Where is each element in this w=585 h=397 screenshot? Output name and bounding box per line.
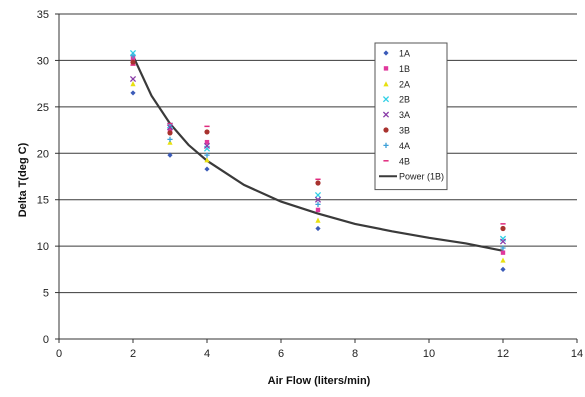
y-tick-label: 5: [43, 288, 49, 300]
x-tick-label: 2: [130, 348, 136, 360]
data-point: [204, 157, 210, 163]
x-tick-label: 4: [204, 348, 210, 360]
series-3a: [129, 75, 507, 245]
data-point: [167, 136, 173, 142]
y-tick-label: 10: [37, 241, 49, 253]
x-tick-label: 14: [571, 348, 583, 360]
data-point: [500, 257, 506, 263]
data-point: [314, 196, 322, 203]
x-tick-label: 0: [56, 348, 62, 360]
legend-label: 2B: [399, 95, 410, 105]
y-tick-label: 30: [37, 55, 49, 67]
x-tick-label: 10: [423, 348, 435, 360]
data-point: [204, 129, 210, 135]
data-point: [166, 124, 174, 131]
data-point: [203, 142, 211, 149]
data-point: [167, 139, 173, 145]
series-2a: [130, 81, 506, 263]
data-point: [315, 180, 321, 186]
data-point: [500, 266, 506, 272]
data-point: [500, 225, 506, 232]
legend-label: 1A: [399, 49, 410, 59]
data-point: [130, 56, 136, 61]
y-tick-label: 0: [43, 334, 49, 346]
legend-label: 4A: [399, 141, 410, 151]
legend-marker: [383, 127, 389, 133]
data-point: [315, 225, 321, 232]
legend-marker: [382, 96, 390, 103]
data-point: [130, 90, 136, 96]
y-tick-label: 35: [37, 9, 49, 21]
series-4b: [130, 64, 506, 225]
legend-label: 4B: [399, 156, 410, 166]
series-1a: [130, 90, 506, 272]
data-points: [129, 49, 507, 272]
x-axis-title: Air Flow (liters/min): [268, 375, 371, 387]
data-point: [167, 127, 173, 133]
y-tick-label: 15: [37, 195, 49, 207]
x-tick-label: 12: [497, 348, 509, 360]
legend-label: Power (1B): [399, 172, 444, 182]
legend-marker: [383, 50, 389, 56]
data-point: [167, 152, 173, 158]
legend-box: [374, 42, 448, 191]
data-point: [130, 59, 136, 65]
data-point: [204, 166, 210, 172]
x-tick-label: 6: [278, 348, 284, 360]
data-point: [499, 238, 507, 245]
data-point: [204, 139, 210, 145]
data-point: [500, 245, 506, 251]
legend-label: 3A: [399, 110, 410, 120]
data-point: [500, 250, 506, 255]
legend-marker: [383, 142, 389, 148]
data-point: [130, 81, 136, 87]
legend-marker: [382, 111, 390, 118]
data-point: [314, 192, 322, 199]
series-4a: [130, 53, 506, 251]
y-tick-label: 20: [37, 148, 49, 160]
data-point: [315, 207, 321, 213]
legend-label: 3B: [399, 126, 410, 136]
data-point: [129, 49, 137, 57]
x-tick-label: 8: [352, 348, 358, 360]
data-point: [204, 152, 210, 158]
legend-label: 1B: [399, 64, 410, 74]
data-point: [315, 217, 321, 223]
legend-marker: [383, 66, 389, 71]
data-point: [167, 130, 173, 136]
axes: 0 5 10 15 20 25 30 35 0 2 4 6 8 10 12 14: [37, 9, 583, 360]
y-axis-title: Delta T(deg C): [17, 142, 29, 217]
data-point: [130, 53, 136, 59]
y-tick-label: 25: [37, 102, 49, 114]
data-point: [129, 75, 137, 83]
series-1b: [130, 56, 506, 255]
legend-marker: [383, 81, 389, 87]
legend-label: 2A: [399, 79, 410, 89]
legend: 1A 1B 2A 2B 3A 3B 4A 4B Power (1B): [374, 42, 448, 191]
series-3b: [130, 59, 506, 232]
data-point: [315, 201, 321, 207]
